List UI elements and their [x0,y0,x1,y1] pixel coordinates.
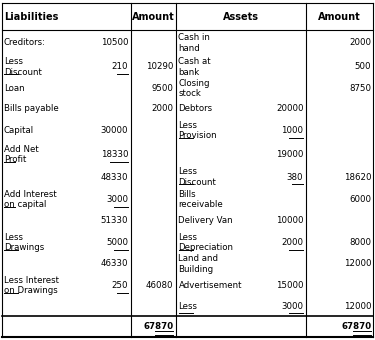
Text: Closing
stock: Closing stock [178,79,210,98]
Text: Bills
receivable: Bills receivable [178,190,223,209]
Text: Cash in
hand: Cash in hand [178,33,210,53]
Text: 15000: 15000 [276,281,303,290]
Text: Add Interest
on capital: Add Interest on capital [4,190,57,209]
Text: Assets: Assets [222,12,259,22]
Text: Less
Discount: Less Discount [4,57,42,76]
Text: Less
Provision: Less Provision [178,121,217,140]
Text: Less: Less [178,302,198,311]
Text: 18330: 18330 [101,150,128,159]
Text: 67870: 67870 [341,322,371,331]
Text: 9500: 9500 [152,84,173,93]
Text: Cash at
bank: Cash at bank [178,57,211,76]
Text: 30000: 30000 [101,126,128,135]
Text: 46080: 46080 [146,281,173,290]
Text: 10000: 10000 [276,217,303,225]
Text: 250: 250 [112,281,128,290]
Text: 10290: 10290 [146,62,173,71]
Text: 500: 500 [355,62,371,71]
Text: 1000: 1000 [281,126,303,135]
Text: Bills payable: Bills payable [4,104,58,113]
Text: Capital: Capital [4,126,34,135]
Text: 51330: 51330 [101,217,128,225]
Text: 380: 380 [287,173,303,182]
Text: 19000: 19000 [276,150,303,159]
Text: 3000: 3000 [106,195,128,204]
Text: Land and
Building: Land and Building [178,254,219,274]
Text: 18620: 18620 [344,173,371,182]
Text: 8750: 8750 [349,84,371,93]
Text: 48330: 48330 [101,173,128,182]
Text: 3000: 3000 [281,302,303,311]
Text: Delivery Van: Delivery Van [178,217,233,225]
Text: Advertisement: Advertisement [178,281,242,290]
Text: Less
Drawings: Less Drawings [4,233,44,252]
Text: Amount: Amount [318,12,361,22]
Text: Creditors:: Creditors: [4,38,46,48]
Text: 2000: 2000 [151,104,173,113]
Text: Debtors: Debtors [178,104,213,113]
Text: 67870: 67870 [143,322,173,331]
Text: Loan: Loan [4,84,24,93]
Text: 10500: 10500 [101,38,128,48]
Text: 12000: 12000 [344,302,371,311]
Text: 210: 210 [112,62,128,71]
Text: Add Net
Profit: Add Net Profit [4,145,39,165]
Text: 20000: 20000 [276,104,303,113]
Text: 2000: 2000 [349,38,371,48]
Text: 6000: 6000 [349,195,371,204]
Text: Less
Discount: Less Discount [178,167,216,187]
Text: 8000: 8000 [349,238,371,247]
Text: Liabilities: Liabilities [4,12,58,22]
Text: 2000: 2000 [281,238,303,247]
Text: 12000: 12000 [344,259,371,268]
Text: 46330: 46330 [101,259,128,268]
Text: Less Interest
on Drawings: Less Interest on Drawings [4,276,59,295]
Text: 5000: 5000 [106,238,128,247]
Text: Less
Depreciation: Less Depreciation [178,233,234,252]
Text: Amount: Amount [132,12,175,22]
